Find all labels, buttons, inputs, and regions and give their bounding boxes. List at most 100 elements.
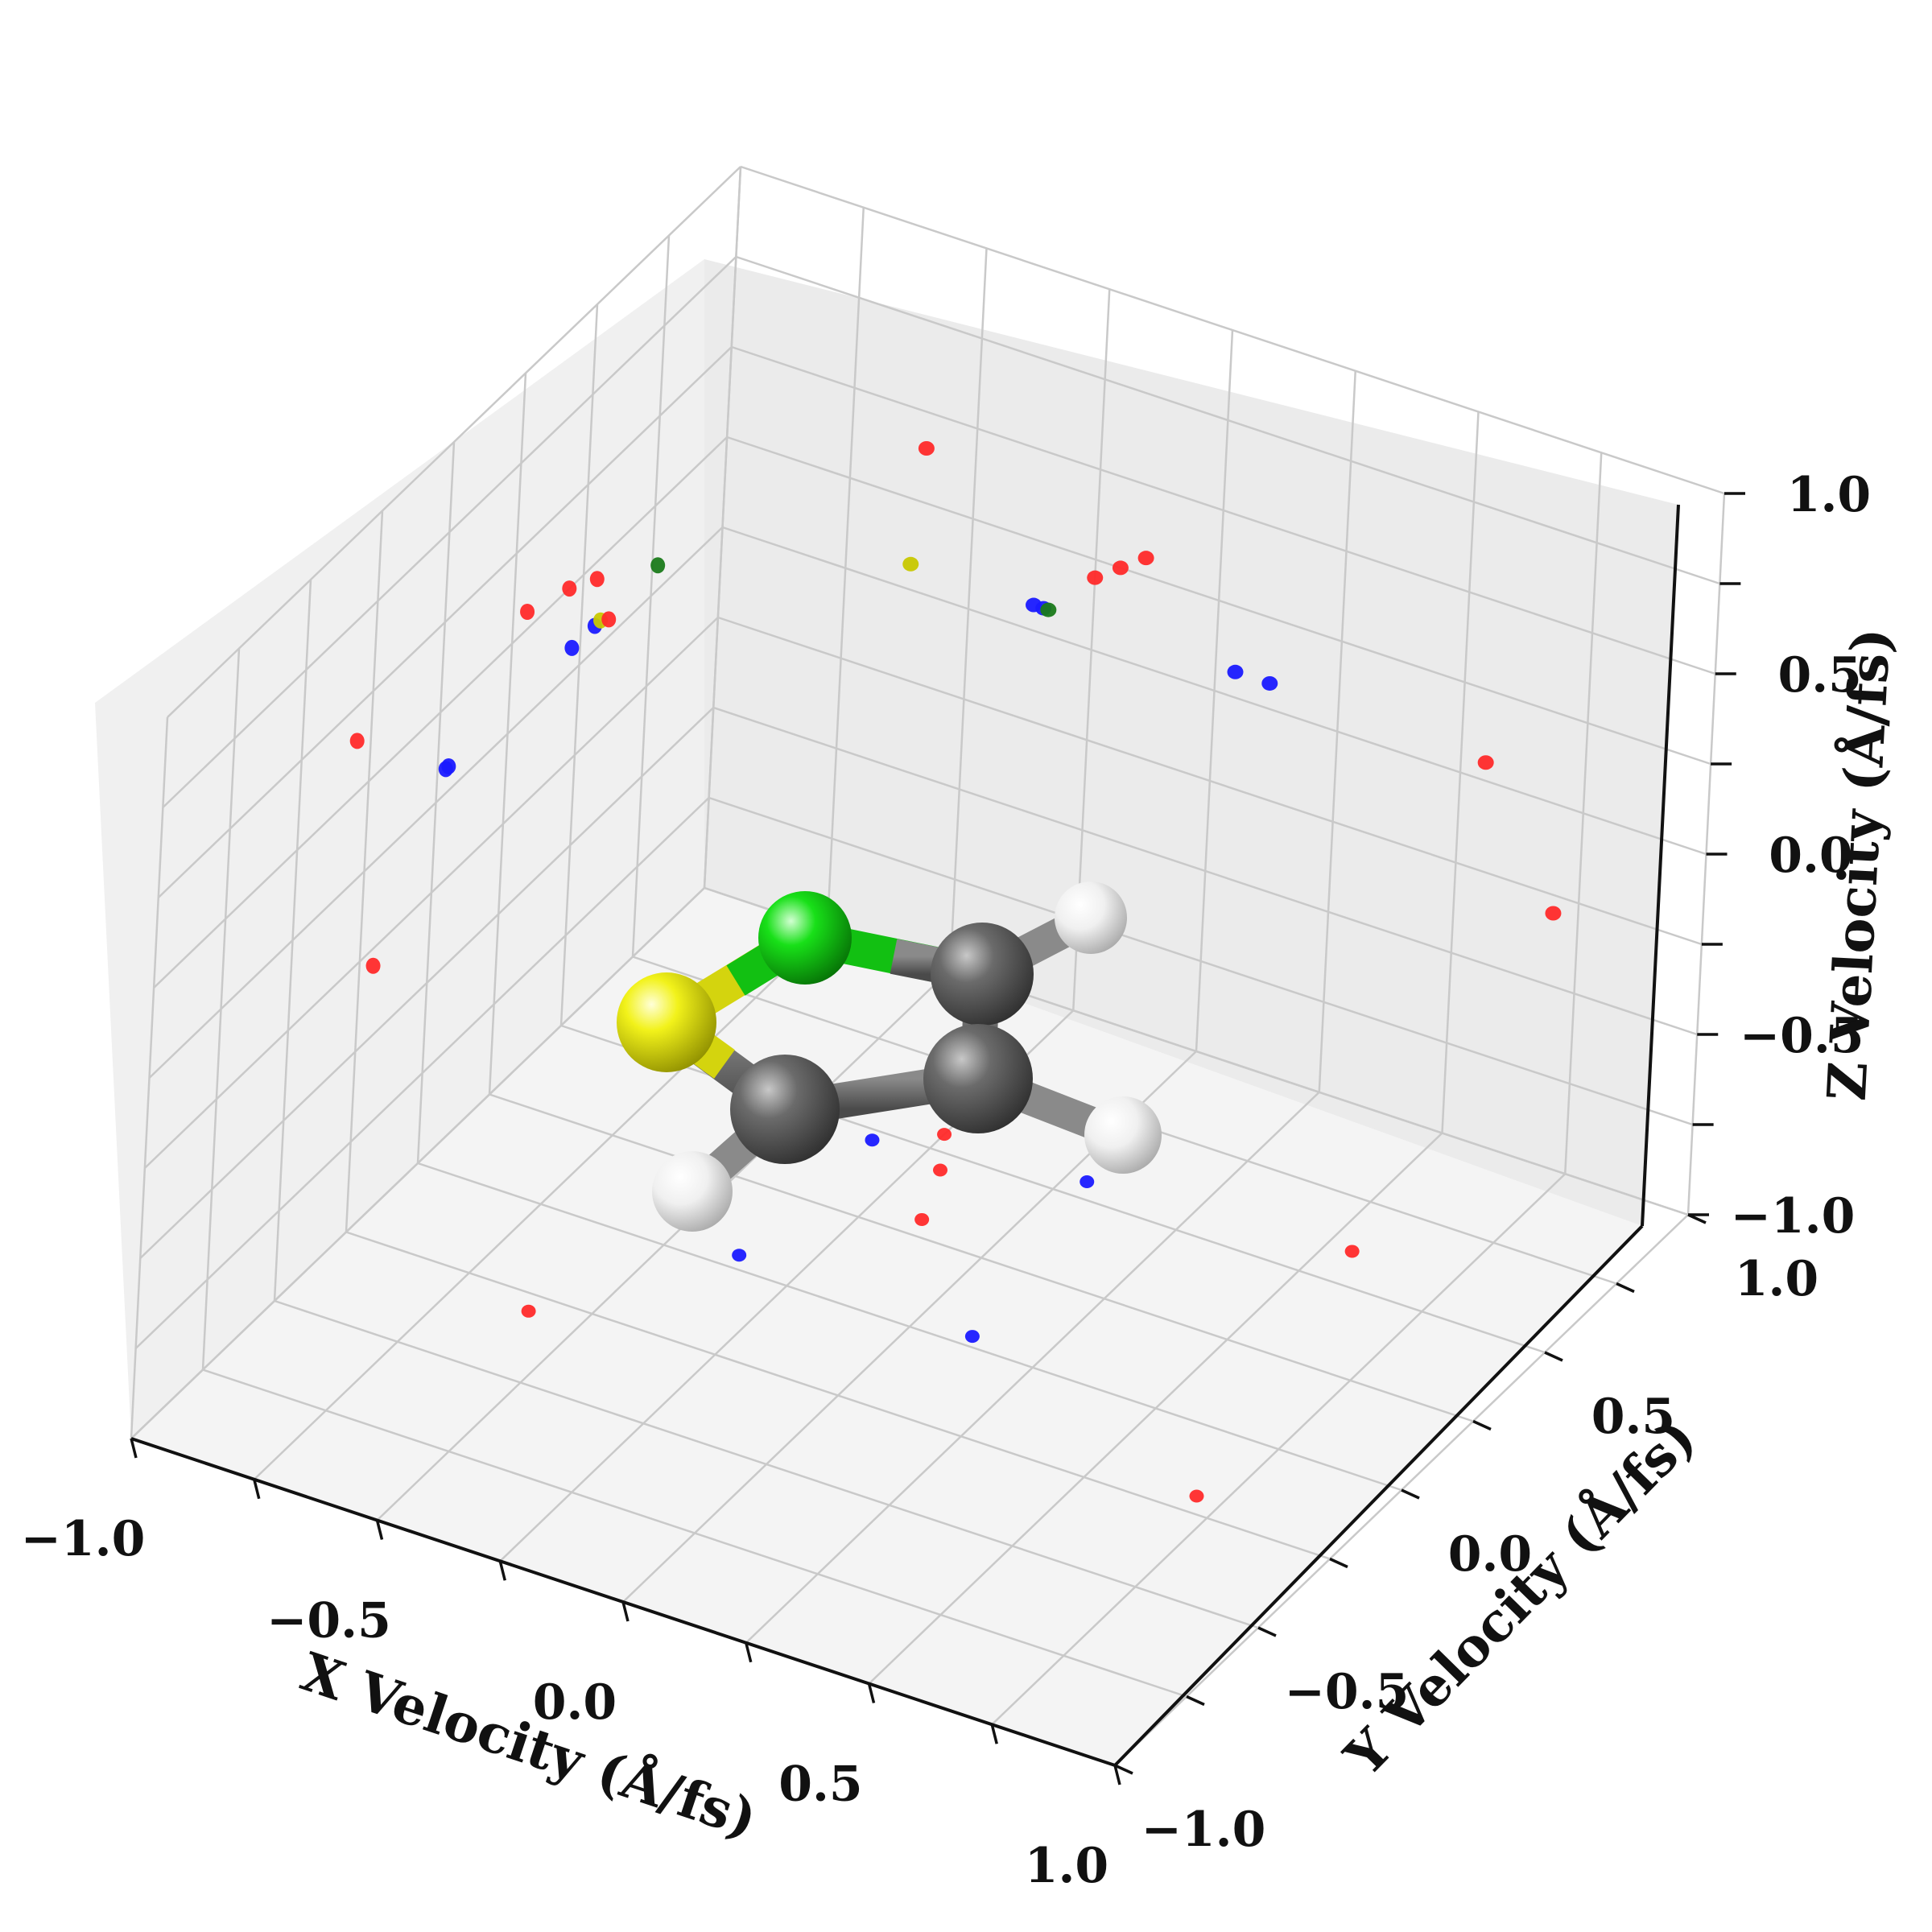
y-tick-label: 1.0 bbox=[1735, 1251, 1818, 1307]
right-wall-gridline-x bbox=[1441, 411, 1480, 1133]
data-point-projection-xy bbox=[964, 1330, 980, 1344]
x-axis-tick bbox=[867, 1683, 876, 1703]
carbon-atom-right bbox=[923, 1024, 1033, 1133]
y-axis-tick bbox=[1257, 1626, 1277, 1637]
left-wall-gridline-y bbox=[559, 303, 599, 1026]
y-axis-tick bbox=[1544, 1351, 1563, 1362]
y-tick-label: 0.5 bbox=[1591, 1389, 1675, 1445]
y-tick-label: −0.5 bbox=[1285, 1664, 1410, 1720]
data-point-projection-xz bbox=[1477, 755, 1494, 770]
back-left-pane bbox=[95, 259, 704, 1439]
data-point-projection-xz bbox=[1026, 597, 1042, 613]
y-axis-tick bbox=[1687, 1213, 1707, 1224]
data-point-projection-xz bbox=[1040, 602, 1057, 617]
data-point-projection-xz bbox=[1112, 560, 1129, 576]
z-tick-label: −0.5 bbox=[1740, 1008, 1864, 1064]
y-axis-tick bbox=[1114, 1764, 1133, 1775]
z-tick-label: 1.0 bbox=[1787, 467, 1871, 523]
left-wall-gridline-y bbox=[631, 235, 671, 957]
data-point-projection-xy bbox=[937, 1128, 952, 1141]
left-wall-gridline-z bbox=[162, 256, 737, 808]
molecule-illustration bbox=[617, 881, 1162, 1232]
x-axis-title: X Velocity (Å/fs) bbox=[294, 1640, 765, 1850]
x-tick-label: 0.0 bbox=[533, 1674, 617, 1731]
right-wall-gridline-z bbox=[722, 526, 1707, 856]
y-axis-line bbox=[1113, 1224, 1644, 1767]
y-axis-tick bbox=[1472, 1419, 1492, 1431]
left-wall-gridline-y bbox=[488, 373, 527, 1095]
data-point-projection-yz bbox=[589, 571, 605, 588]
data-point-projection-xy bbox=[865, 1133, 880, 1147]
x-tick-label: −0.5 bbox=[266, 1593, 391, 1649]
floor-pane bbox=[131, 888, 1642, 1765]
z-tick-label: 0.5 bbox=[1778, 647, 1862, 704]
data-point-projection-xz bbox=[1545, 906, 1562, 921]
data-point-projection-xy bbox=[1189, 1489, 1204, 1503]
x-tick-label: −1.0 bbox=[21, 1511, 146, 1567]
left-wall-gridline-z bbox=[148, 526, 724, 1079]
floor-gridline-x bbox=[868, 1132, 1443, 1685]
right-wall-gridline-z bbox=[740, 165, 1725, 495]
y-axis-tick bbox=[1616, 1282, 1635, 1294]
x-axis-tick bbox=[498, 1560, 506, 1581]
data-point-projection-yz bbox=[520, 604, 535, 620]
data-point-projection-yz bbox=[650, 557, 666, 574]
data-point-projection-xy bbox=[1344, 1245, 1360, 1258]
hydrogen-atom-top bbox=[1055, 881, 1127, 954]
x-tick-label: 1.0 bbox=[1025, 1838, 1108, 1894]
carbon-atom-left bbox=[730, 1055, 840, 1164]
left-wall-gridline-z bbox=[167, 166, 741, 718]
right-wall-gridline-z bbox=[731, 345, 1716, 675]
z-tick-label: 0.0 bbox=[1769, 828, 1852, 884]
data-point-projection-xy bbox=[914, 1212, 930, 1226]
data-point-projection-xz bbox=[918, 441, 935, 456]
data-point-projection-xz bbox=[1227, 664, 1244, 679]
right-wall-gridline-x bbox=[1564, 452, 1603, 1174]
back-right-pane bbox=[704, 259, 1678, 1226]
data-point-projection-xz bbox=[902, 556, 919, 572]
left-wall-gridline-z bbox=[157, 346, 733, 898]
right-wall-gridline-z bbox=[735, 255, 1720, 585]
data-point-projection-yz bbox=[438, 761, 453, 778]
hydrogen-atom-left bbox=[652, 1151, 733, 1232]
data-point-projection-xy bbox=[1080, 1175, 1095, 1189]
data-point-projection-xy bbox=[732, 1249, 747, 1262]
data-points bbox=[349, 441, 1562, 1503]
x-axis-tick bbox=[375, 1520, 384, 1540]
x-axis-tick bbox=[1113, 1765, 1121, 1785]
right-wall-gridline-x bbox=[1318, 370, 1356, 1092]
y-axis-tick bbox=[1186, 1695, 1205, 1707]
y-axis-tick bbox=[1401, 1488, 1420, 1500]
floor-gridline-y bbox=[489, 1093, 1474, 1422]
x-tick-label: 0.5 bbox=[778, 1757, 862, 1813]
sulfur-atom bbox=[617, 972, 716, 1072]
x-axis-tick bbox=[621, 1601, 630, 1622]
data-point-projection-yz bbox=[365, 957, 381, 974]
hydrogen-atom-right bbox=[1084, 1096, 1162, 1174]
axis-ticks: −1.0 −0.5 0.0 0.5 1.0 −1.0 −0.5 0.0 0.5 1.0 −1.0 −0… bbox=[21, 467, 1872, 1894]
x-axis-tick bbox=[990, 1724, 998, 1744]
right-wall-gridline-z bbox=[726, 436, 1711, 766]
data-point-projection-yz bbox=[601, 611, 617, 628]
floor-gridline-x bbox=[991, 1173, 1567, 1726]
data-point-projection-xy bbox=[521, 1304, 536, 1318]
y-tick-label: 0.0 bbox=[1448, 1526, 1532, 1583]
left-wall-gridline-z bbox=[153, 436, 728, 989]
floor-gridline-y bbox=[417, 1162, 1402, 1492]
x-axis-tick bbox=[745, 1642, 753, 1663]
nitrogen-atom bbox=[758, 891, 852, 985]
y-tick-label: −1.0 bbox=[1141, 1802, 1266, 1858]
data-point-projection-xz bbox=[1087, 570, 1104, 585]
data-point-projection-yz bbox=[562, 580, 577, 597]
data-point-projection-xz bbox=[1261, 675, 1278, 691]
data-point-projection-xz bbox=[1137, 551, 1154, 566]
floor-gridline-x bbox=[745, 1091, 1320, 1644]
y-axis-tick bbox=[1329, 1557, 1348, 1569]
x-axis-tick bbox=[253, 1479, 261, 1500]
data-point-projection-yz bbox=[564, 639, 580, 656]
x-axis-tick bbox=[130, 1438, 138, 1459]
carbon-atom-top bbox=[931, 923, 1034, 1026]
z-axis-line bbox=[1641, 504, 1680, 1227]
data-point-projection-yz bbox=[349, 733, 365, 749]
